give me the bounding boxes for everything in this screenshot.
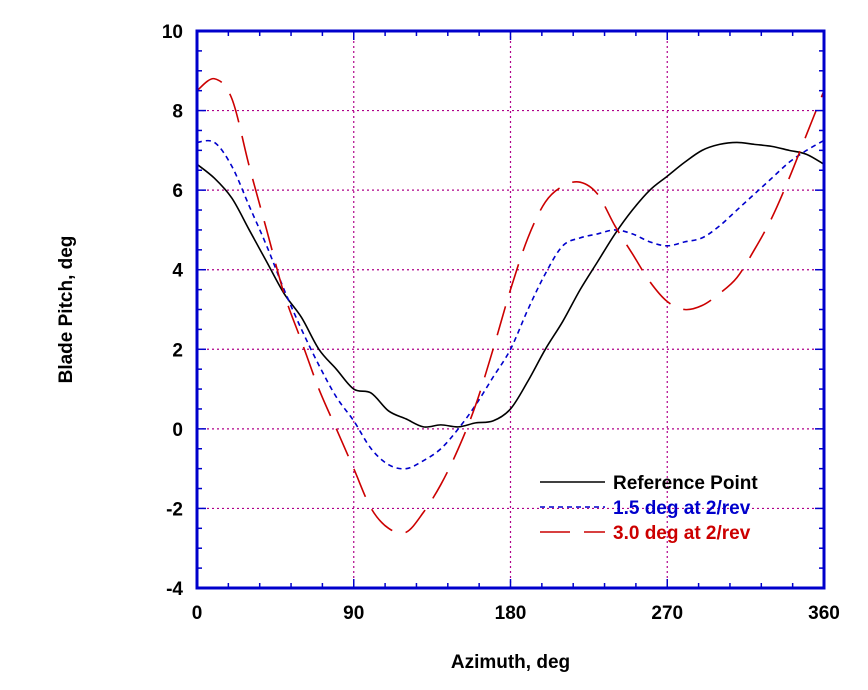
axis-ticks [196,30,825,589]
legend-label-1: Reference Point [613,473,758,494]
y-tick-label: 6 [172,181,183,202]
y-axis-title: Blade Pitch, deg [56,236,77,384]
x-axis-title: Azimuth, deg [451,652,570,673]
x-tick-label: 90 [343,603,364,624]
y-tick-label: -2 [166,499,183,520]
legend: Reference Point 1.5 deg at 2/rev 3.0 deg a… [540,473,758,544]
x-tick-label: 0 [192,603,203,624]
y-tick-label: 8 [172,102,183,123]
legend-label-2: 1.5 deg at 2/rev [613,498,751,519]
series-line-1 [196,141,825,428]
legend-label-3: 3.0 deg at 2/rev [613,523,751,544]
series-lines [196,77,825,535]
y-tick-label: -4 [166,579,183,600]
series-line-2 [196,139,825,470]
y-tick-labels: -4 -2 0 2 4 6 8 10 [162,22,184,600]
x-tick-label: 180 [495,603,527,624]
y-tick-label: 0 [172,420,183,441]
x-tick-label: 360 [808,603,840,624]
y-tick-label: 10 [162,22,183,43]
y-tick-label: 2 [172,340,183,361]
x-tick-label: 270 [651,603,683,624]
y-tick-label: 4 [172,261,183,282]
series-line-3 [196,77,825,535]
x-tick-labels: 0 90 180 270 360 [192,603,840,624]
